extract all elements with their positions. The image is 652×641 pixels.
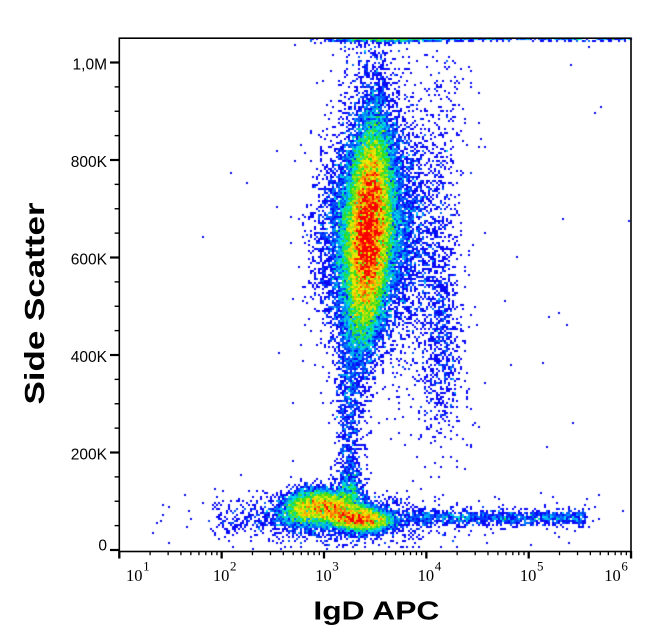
svg-text:5: 5: [537, 559, 544, 574]
svg-text:6: 6: [621, 559, 628, 574]
svg-text:10: 10: [315, 566, 332, 585]
svg-text:10: 10: [418, 566, 435, 585]
svg-text:10: 10: [126, 566, 143, 585]
svg-text:400K: 400K: [71, 349, 108, 366]
svg-text:10: 10: [213, 566, 230, 585]
svg-text:1: 1: [143, 559, 150, 574]
svg-text:0: 0: [98, 538, 107, 555]
svg-text:1,0M: 1,0M: [73, 57, 107, 74]
svg-text:2: 2: [230, 559, 237, 574]
svg-text:3: 3: [332, 559, 339, 574]
svg-text:600K: 600K: [71, 252, 108, 269]
svg-text:Side Scatter: Side Scatter: [19, 202, 50, 404]
svg-text:10: 10: [520, 566, 537, 585]
svg-text:800K: 800K: [71, 154, 108, 171]
svg-text:IgD APC: IgD APC: [313, 596, 439, 626]
svg-text:4: 4: [435, 559, 442, 574]
svg-text:200K: 200K: [71, 447, 108, 464]
svg-text:10: 10: [604, 566, 621, 585]
